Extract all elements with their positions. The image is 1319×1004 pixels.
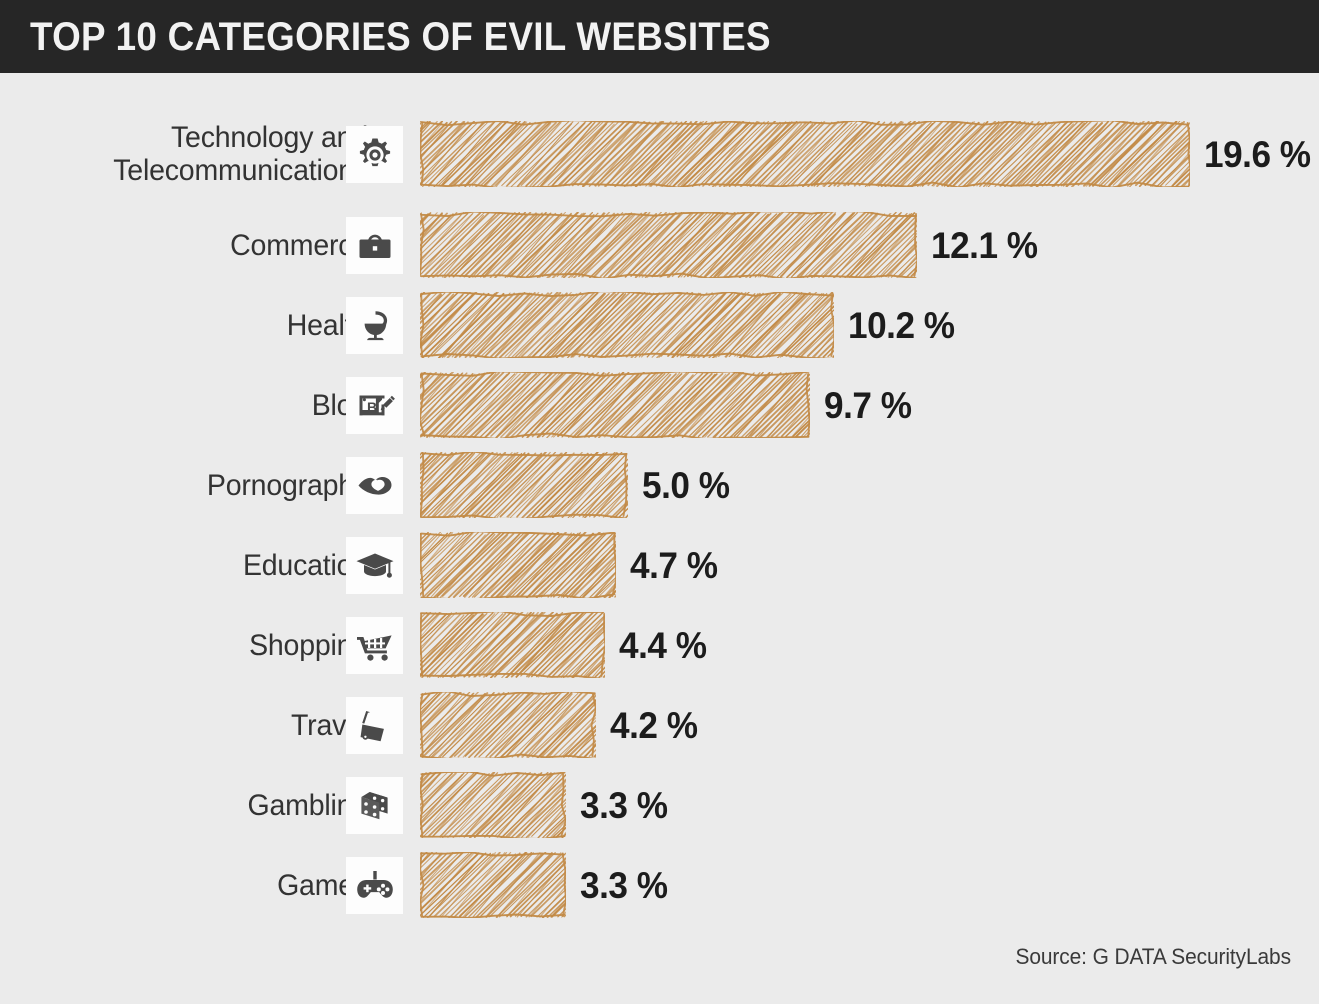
value-label: 4.2 % [610, 705, 698, 746]
category-label: Gambling [247, 789, 369, 822]
lips-icon [355, 466, 395, 506]
graduation-cap-icon [355, 546, 395, 586]
category-icon-tile [346, 777, 403, 834]
value-label: 3.3 % [580, 785, 668, 826]
category-label: Commerce [230, 229, 368, 262]
luggage-icon [355, 706, 395, 746]
bar-chart: Technology and Telecommunications 19.6 %… [0, 73, 1319, 1004]
chart-row: Technology and Telecommunications 19.6 % [0, 115, 1319, 195]
category-icon-tile [346, 537, 403, 594]
category-label: Education [242, 549, 368, 582]
value-bar [420, 212, 917, 278]
chart-row: Shopping 4.4 % [0, 606, 1319, 686]
category-icon-tile [346, 617, 403, 674]
category-icon-tile [346, 857, 403, 914]
value-bar [420, 121, 1190, 187]
chart-row: Health 10.2 % [0, 286, 1319, 366]
value-bar [420, 692, 596, 758]
category-icon-tile [346, 217, 403, 274]
chart-row: Travel 4.2 % [0, 686, 1319, 766]
value-bar [420, 292, 834, 358]
page-title: TOP 10 CATEGORIES OF EVIL WEBSITES [30, 15, 771, 59]
value-bar [420, 852, 566, 918]
category-label: Blog [311, 389, 368, 422]
value-bar [420, 612, 605, 678]
value-bar [420, 532, 616, 598]
value-bar [420, 772, 566, 838]
value-label: 4.7 % [630, 545, 718, 586]
category-icon-tile [346, 457, 403, 514]
category-label: Shopping [249, 629, 368, 662]
value-label: 3.3 % [580, 865, 668, 906]
category-label: Pornography [206, 469, 368, 502]
value-label: 9.7 % [824, 385, 912, 426]
value-label: 5.0 % [642, 465, 730, 506]
chart-row: Education 4.7 % [0, 526, 1319, 606]
source-attribution: Source: G DATA SecurityLabs [1015, 944, 1292, 969]
chart-row: Gambling 3.3 % [0, 766, 1319, 846]
value-label: 12.1 % [931, 225, 1038, 266]
gamepad-icon [355, 866, 395, 906]
chart-row: Commerce 12.1 % [0, 206, 1319, 286]
value-label: 19.6 % [1204, 134, 1311, 175]
value-bar [420, 452, 628, 518]
category-label: Technology and Telecommunications [113, 121, 369, 187]
chart-row: Blog B 9.7 % [0, 366, 1319, 446]
bowl-of-hygieia-icon [355, 306, 395, 346]
svg-text:B: B [367, 399, 377, 415]
category-label: Games [277, 869, 368, 902]
category-icon-tile [346, 697, 403, 754]
category-icon-tile: B [346, 377, 403, 434]
header-bar: TOP 10 CATEGORIES OF EVIL WEBSITES [0, 0, 1319, 73]
gear-icon [355, 135, 395, 175]
chart-row: Pornography 5.0 % [0, 446, 1319, 526]
category-icon-tile [346, 126, 403, 183]
shopping-cart-icon [355, 626, 395, 666]
briefcase-icon [355, 226, 395, 266]
value-label: 4.4 % [619, 625, 707, 666]
blog-notepad-pencil-icon: B [355, 386, 395, 426]
category-icon-tile [346, 297, 403, 354]
value-bar [420, 372, 810, 438]
category-label: Travel [291, 709, 368, 742]
category-label: Health [286, 309, 368, 342]
chart-row: Games 3.3 % [0, 846, 1319, 926]
dice-icon [355, 786, 395, 826]
value-label: 10.2 % [848, 305, 955, 346]
